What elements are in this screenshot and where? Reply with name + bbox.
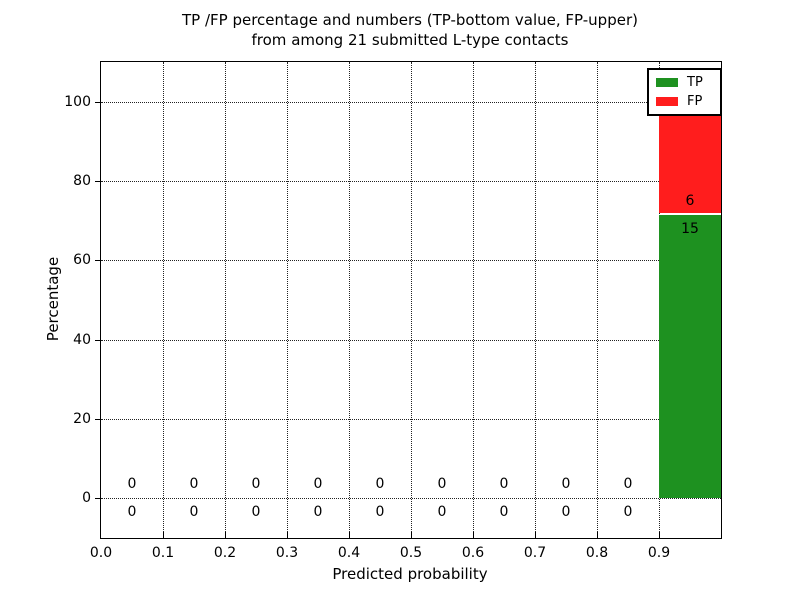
y-tick-label: 20 — [73, 411, 91, 427]
tp-count-label: 0 — [313, 504, 323, 521]
x-tick-mark — [473, 532, 474, 538]
tp-count-label: 0 — [437, 504, 447, 521]
fp-legend-swatch — [656, 97, 678, 106]
chart-title: TP /FP percentage and numbers (TP-bottom… — [100, 10, 720, 50]
y-tick-label: 100 — [64, 93, 91, 110]
tp-count-label: 0 — [127, 504, 137, 521]
y-axis-label: Percentage — [44, 256, 62, 342]
x-tick-mark — [411, 532, 412, 538]
x-tick-mark — [225, 532, 226, 538]
x-gridline — [225, 62, 226, 538]
y-tick-mark — [95, 339, 101, 341]
x-tick-mark — [535, 532, 536, 538]
y-tick-mark — [95, 498, 101, 500]
tp-count-label: 0 — [251, 504, 261, 521]
y-tick-label: 60 — [73, 252, 91, 269]
x-tick-mark — [597, 532, 598, 538]
x-tick-label: 0.7 — [523, 545, 547, 561]
x-tick-label: 0.1 — [151, 545, 175, 561]
x-tick-label: 0.2 — [213, 545, 237, 561]
x-gridline — [287, 62, 288, 538]
x-gridline — [535, 62, 536, 538]
x-tick-mark — [163, 532, 164, 538]
y-tick-mark — [95, 419, 101, 420]
x-tick-label: 0.3 — [275, 545, 299, 561]
x-tick-label: 0.8 — [585, 545, 609, 561]
tp-count-label: 0 — [561, 504, 571, 521]
x-tick-mark — [659, 532, 660, 538]
fp-count-label: 0 — [437, 476, 447, 493]
x-tick-label: 0.4 — [337, 545, 361, 561]
x-gridline — [473, 62, 474, 538]
tp-legend-swatch — [656, 78, 678, 87]
tp-bar — [659, 215, 721, 499]
y-tick-mark — [95, 181, 101, 182]
x-tick-label: 0.6 — [461, 545, 485, 561]
legend: TP FP — [647, 68, 722, 116]
tp-count-label: 15 — [681, 220, 699, 237]
x-tick-label: 0.9 — [647, 545, 671, 561]
y-tick-mark — [95, 101, 101, 103]
fp-count-label: 0 — [375, 476, 385, 493]
y-tick-label: 0 — [82, 490, 91, 507]
x-axis-label: Predicted probability — [332, 565, 488, 583]
tp-count-label: 0 — [623, 504, 633, 521]
fp-count-label: 0 — [499, 476, 509, 493]
fp-count-label: 0 — [623, 476, 633, 493]
fp-legend-label: FP — [687, 94, 703, 109]
fp-count-label: 6 — [685, 193, 695, 210]
tp-count-label: 0 — [375, 504, 385, 521]
x-tick-label: 0.5 — [399, 545, 423, 561]
x-gridline — [411, 62, 412, 538]
tp-count-label: 0 — [499, 504, 509, 521]
legend-row: FP — [656, 92, 720, 111]
plot-area: 0 0 0 0 0 0 0 0 0 0 0 0 0 0 0 0 0 0 6 15 0 20 40 60 80 100 0.0 0.1… — [64, 61, 722, 561]
tp-legend-label: TP — [687, 75, 703, 90]
y-tick-label: 40 — [73, 331, 91, 348]
chart-title-line2: from among 21 submitted L-type contacts — [251, 31, 569, 49]
x-tick-mark — [349, 532, 350, 538]
fp-count-label: 0 — [127, 476, 137, 493]
x-tick-mark — [287, 532, 288, 538]
x-tick-label: 0.0 — [89, 545, 113, 561]
chart-title-line1: TP /FP percentage and numbers (TP-bottom… — [182, 11, 638, 29]
fp-count-label: 0 — [313, 476, 323, 493]
fp-count-label: 0 — [251, 476, 261, 493]
fp-bar — [659, 101, 721, 213]
x-gridline — [349, 62, 350, 538]
fp-count-label: 0 — [561, 476, 571, 493]
y-tick-label: 80 — [73, 173, 91, 189]
tp-count-label: 0 — [189, 504, 199, 521]
x-gridline — [597, 62, 598, 538]
y-tick-mark — [95, 260, 101, 262]
x-gridline — [163, 62, 164, 538]
legend-row: TP — [656, 73, 720, 92]
fp-count-label: 0 — [189, 476, 199, 493]
